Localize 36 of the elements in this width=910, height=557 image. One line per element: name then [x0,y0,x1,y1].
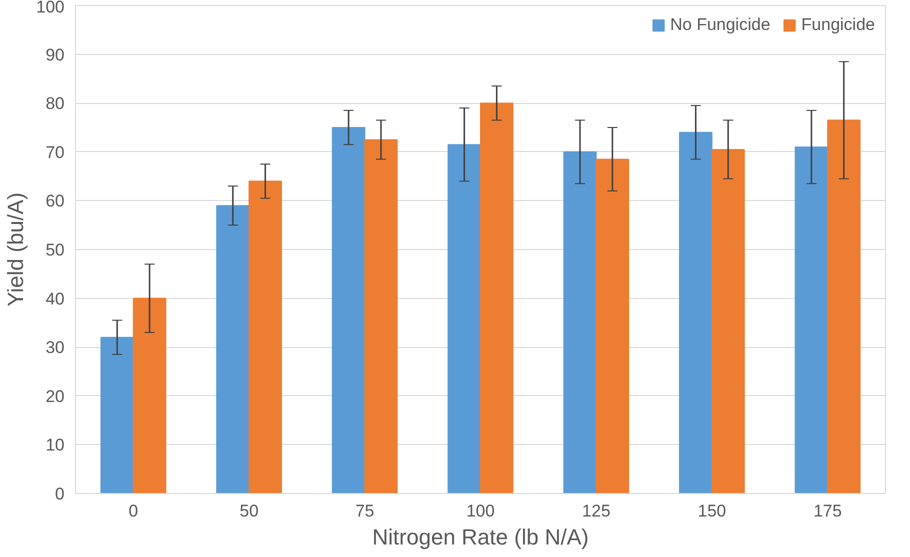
y-tick-label: 30 [46,338,65,358]
x-tick-label: 75 [355,502,374,520]
bar [827,120,861,494]
y-tick-label: 80 [46,94,65,114]
bar [596,158,630,494]
bar [448,144,481,494]
x-tick-label: 150 [698,502,726,520]
bar [679,132,712,494]
x-tick-label: 100 [466,502,495,520]
y-tick-label: 40 [46,289,65,308]
bar [248,180,282,494]
y-axis-title: Yield (bu/A) [3,192,28,307]
legend-label: No Fungicide [670,15,770,35]
bar [364,139,398,494]
bar [216,205,250,494]
y-tick-label: 20 [46,386,65,406]
x-tick-label: 175 [813,502,842,520]
bar [100,336,134,494]
x-tick-label: 50 [240,502,259,520]
bar [132,298,166,494]
y-tick-label: 100 [36,0,65,16]
y-tick-label: 10 [46,436,65,455]
y-tick-label: 50 [46,240,65,260]
bar [480,102,514,494]
legend-label: Fungicide [801,15,875,35]
x-tick-label: 125 [582,502,610,520]
bar [332,127,366,494]
y-tick-label: 70 [46,142,65,162]
bar [563,151,597,494]
bar [794,146,828,494]
x-axis-title: Nitrogen Rate (lb N/A) [372,524,589,550]
y-tick-label: 0 [55,484,65,504]
x-tick-label: 0 [128,502,138,520]
y-tick-label: 60 [46,192,65,211]
y-tick-label: 90 [46,45,65,64]
bar [711,148,745,494]
